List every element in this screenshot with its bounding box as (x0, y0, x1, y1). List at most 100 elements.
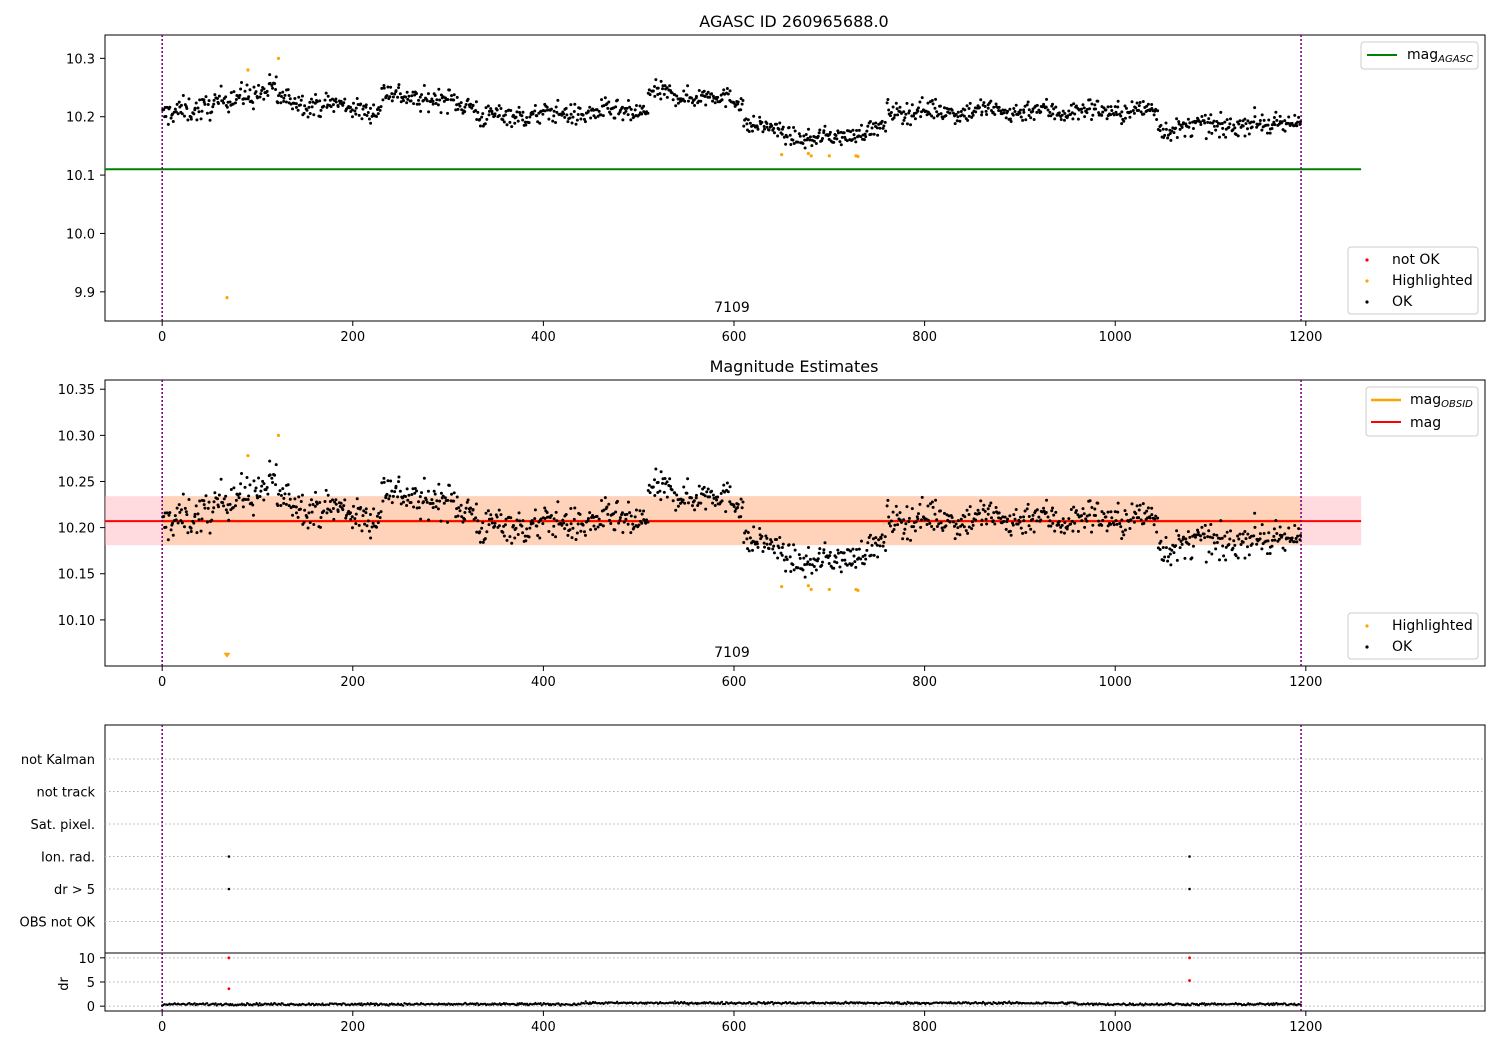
ok-point (499, 106, 503, 110)
ok-point (293, 497, 297, 501)
ok-point (725, 481, 729, 485)
ok-point (1298, 534, 1302, 538)
ok-point (1069, 508, 1073, 512)
ok-point (803, 138, 807, 142)
ok-point (341, 508, 345, 512)
ok-point (1162, 136, 1166, 140)
ok-point (931, 505, 935, 509)
ok-point (514, 526, 518, 530)
ok-point (609, 112, 613, 116)
ok-point (319, 516, 323, 520)
ok-point (1246, 532, 1250, 536)
ok-point (437, 87, 441, 91)
x-tick-label: 600 (722, 1020, 747, 1035)
ok-point (377, 106, 381, 110)
ok-point (427, 518, 431, 522)
ok-point (291, 513, 295, 517)
ok-point (596, 525, 600, 529)
ok-point (329, 510, 333, 514)
ok-point (625, 512, 629, 516)
ok-point (1272, 116, 1276, 120)
ok-point (646, 520, 650, 524)
ok-point (976, 508, 980, 512)
ok-point (367, 117, 371, 121)
ok-point (888, 524, 892, 528)
ok-point (1270, 544, 1274, 548)
ok-point (708, 95, 712, 99)
ok-point (203, 102, 207, 106)
ok-point (1046, 515, 1050, 519)
ok-point (394, 89, 398, 93)
ok-point (1002, 520, 1006, 524)
ok-point (1161, 127, 1165, 131)
ok-point (398, 92, 402, 96)
ok-point (1190, 556, 1194, 560)
ok-point (1152, 113, 1156, 117)
ok-point (689, 496, 693, 500)
ok-point (851, 128, 855, 132)
plot-frame (104, 34, 1486, 322)
ok-point (517, 511, 521, 515)
ok-point (361, 107, 365, 111)
ok-point (1253, 525, 1257, 529)
ok-point (1001, 108, 1005, 112)
dr-point (214, 1002, 217, 1005)
y-tick-label: 10.25 (58, 475, 95, 490)
ok-point (189, 526, 193, 530)
ok-point (1088, 499, 1092, 503)
ok-point (364, 103, 368, 107)
ok-point (1071, 117, 1075, 121)
flag-row-label: not track (36, 786, 95, 801)
ok-point (1186, 530, 1190, 534)
ok-point (820, 563, 824, 567)
ok-point (1163, 555, 1167, 559)
ok-point (592, 515, 596, 519)
ok-point (683, 99, 687, 103)
ok-point (775, 122, 779, 126)
ok-point (490, 112, 494, 116)
ok-point (967, 513, 971, 517)
ok-point (224, 494, 228, 498)
ok-point (1150, 106, 1154, 110)
ok-point (869, 553, 873, 557)
ok-point (265, 89, 269, 93)
ok-point (1137, 508, 1141, 512)
ok-point (1199, 538, 1203, 542)
ok-point (450, 94, 454, 98)
ok-point (1093, 507, 1097, 511)
ok-point (1085, 514, 1089, 518)
ok-point (251, 107, 255, 111)
ok-point (212, 102, 216, 106)
ok-point (944, 114, 948, 118)
ok-point (397, 475, 401, 479)
ok-point (166, 122, 170, 126)
dr-point (1008, 1000, 1011, 1003)
ok-point (808, 557, 812, 561)
ok-point (918, 502, 922, 506)
ok-point (1163, 133, 1167, 137)
ok-point (808, 135, 812, 139)
ok-point (748, 121, 752, 125)
ok-point (164, 525, 168, 529)
ok-point (719, 492, 723, 496)
ok-point (1156, 109, 1160, 113)
ok-point (920, 96, 924, 100)
ok-point (552, 517, 556, 521)
ok-point (1102, 512, 1106, 516)
ok-point (963, 108, 967, 112)
ok-point (974, 110, 978, 114)
ok-point (1221, 126, 1225, 130)
ok-point (485, 530, 489, 534)
ok-point (1137, 516, 1141, 520)
ok-point (704, 507, 708, 511)
ok-point (497, 524, 501, 528)
ok-point (258, 95, 262, 99)
ok-point (450, 492, 454, 496)
ok-point (222, 101, 226, 105)
ok-point (576, 522, 580, 526)
ok-point (582, 117, 586, 121)
ok-point (951, 111, 955, 115)
ok-point (173, 107, 177, 111)
ok-point (626, 500, 630, 504)
